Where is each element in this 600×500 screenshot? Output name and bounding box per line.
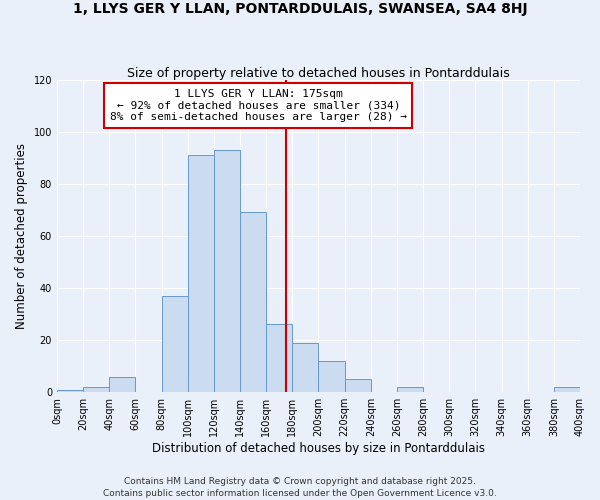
Title: Size of property relative to detached houses in Pontarddulais: Size of property relative to detached ho… [127, 66, 510, 80]
Bar [188, 155, 214, 392]
Text: 1 LLYS GER Y LLAN: 175sqm
← 92% of detached houses are smaller (334)
8% of semi-: 1 LLYS GER Y LLAN: 175sqm ← 92% of detac… [110, 89, 407, 122]
Bar [397, 387, 423, 392]
Bar [109, 376, 136, 392]
Bar [161, 296, 188, 392]
Bar [266, 324, 292, 392]
Bar [83, 387, 109, 392]
Text: 1, LLYS GER Y LLAN, PONTARDDULAIS, SWANSEA, SA4 8HJ: 1, LLYS GER Y LLAN, PONTARDDULAIS, SWANS… [73, 2, 527, 16]
X-axis label: Distribution of detached houses by size in Pontarddulais: Distribution of detached houses by size … [152, 442, 485, 455]
Bar [240, 212, 266, 392]
Bar [319, 361, 344, 392]
Bar [344, 379, 371, 392]
Text: Contains HM Land Registry data © Crown copyright and database right 2025.
Contai: Contains HM Land Registry data © Crown c… [103, 476, 497, 498]
Bar [554, 387, 580, 392]
Bar [57, 390, 83, 392]
Y-axis label: Number of detached properties: Number of detached properties [15, 143, 28, 329]
Bar [292, 342, 319, 392]
Bar [214, 150, 240, 392]
